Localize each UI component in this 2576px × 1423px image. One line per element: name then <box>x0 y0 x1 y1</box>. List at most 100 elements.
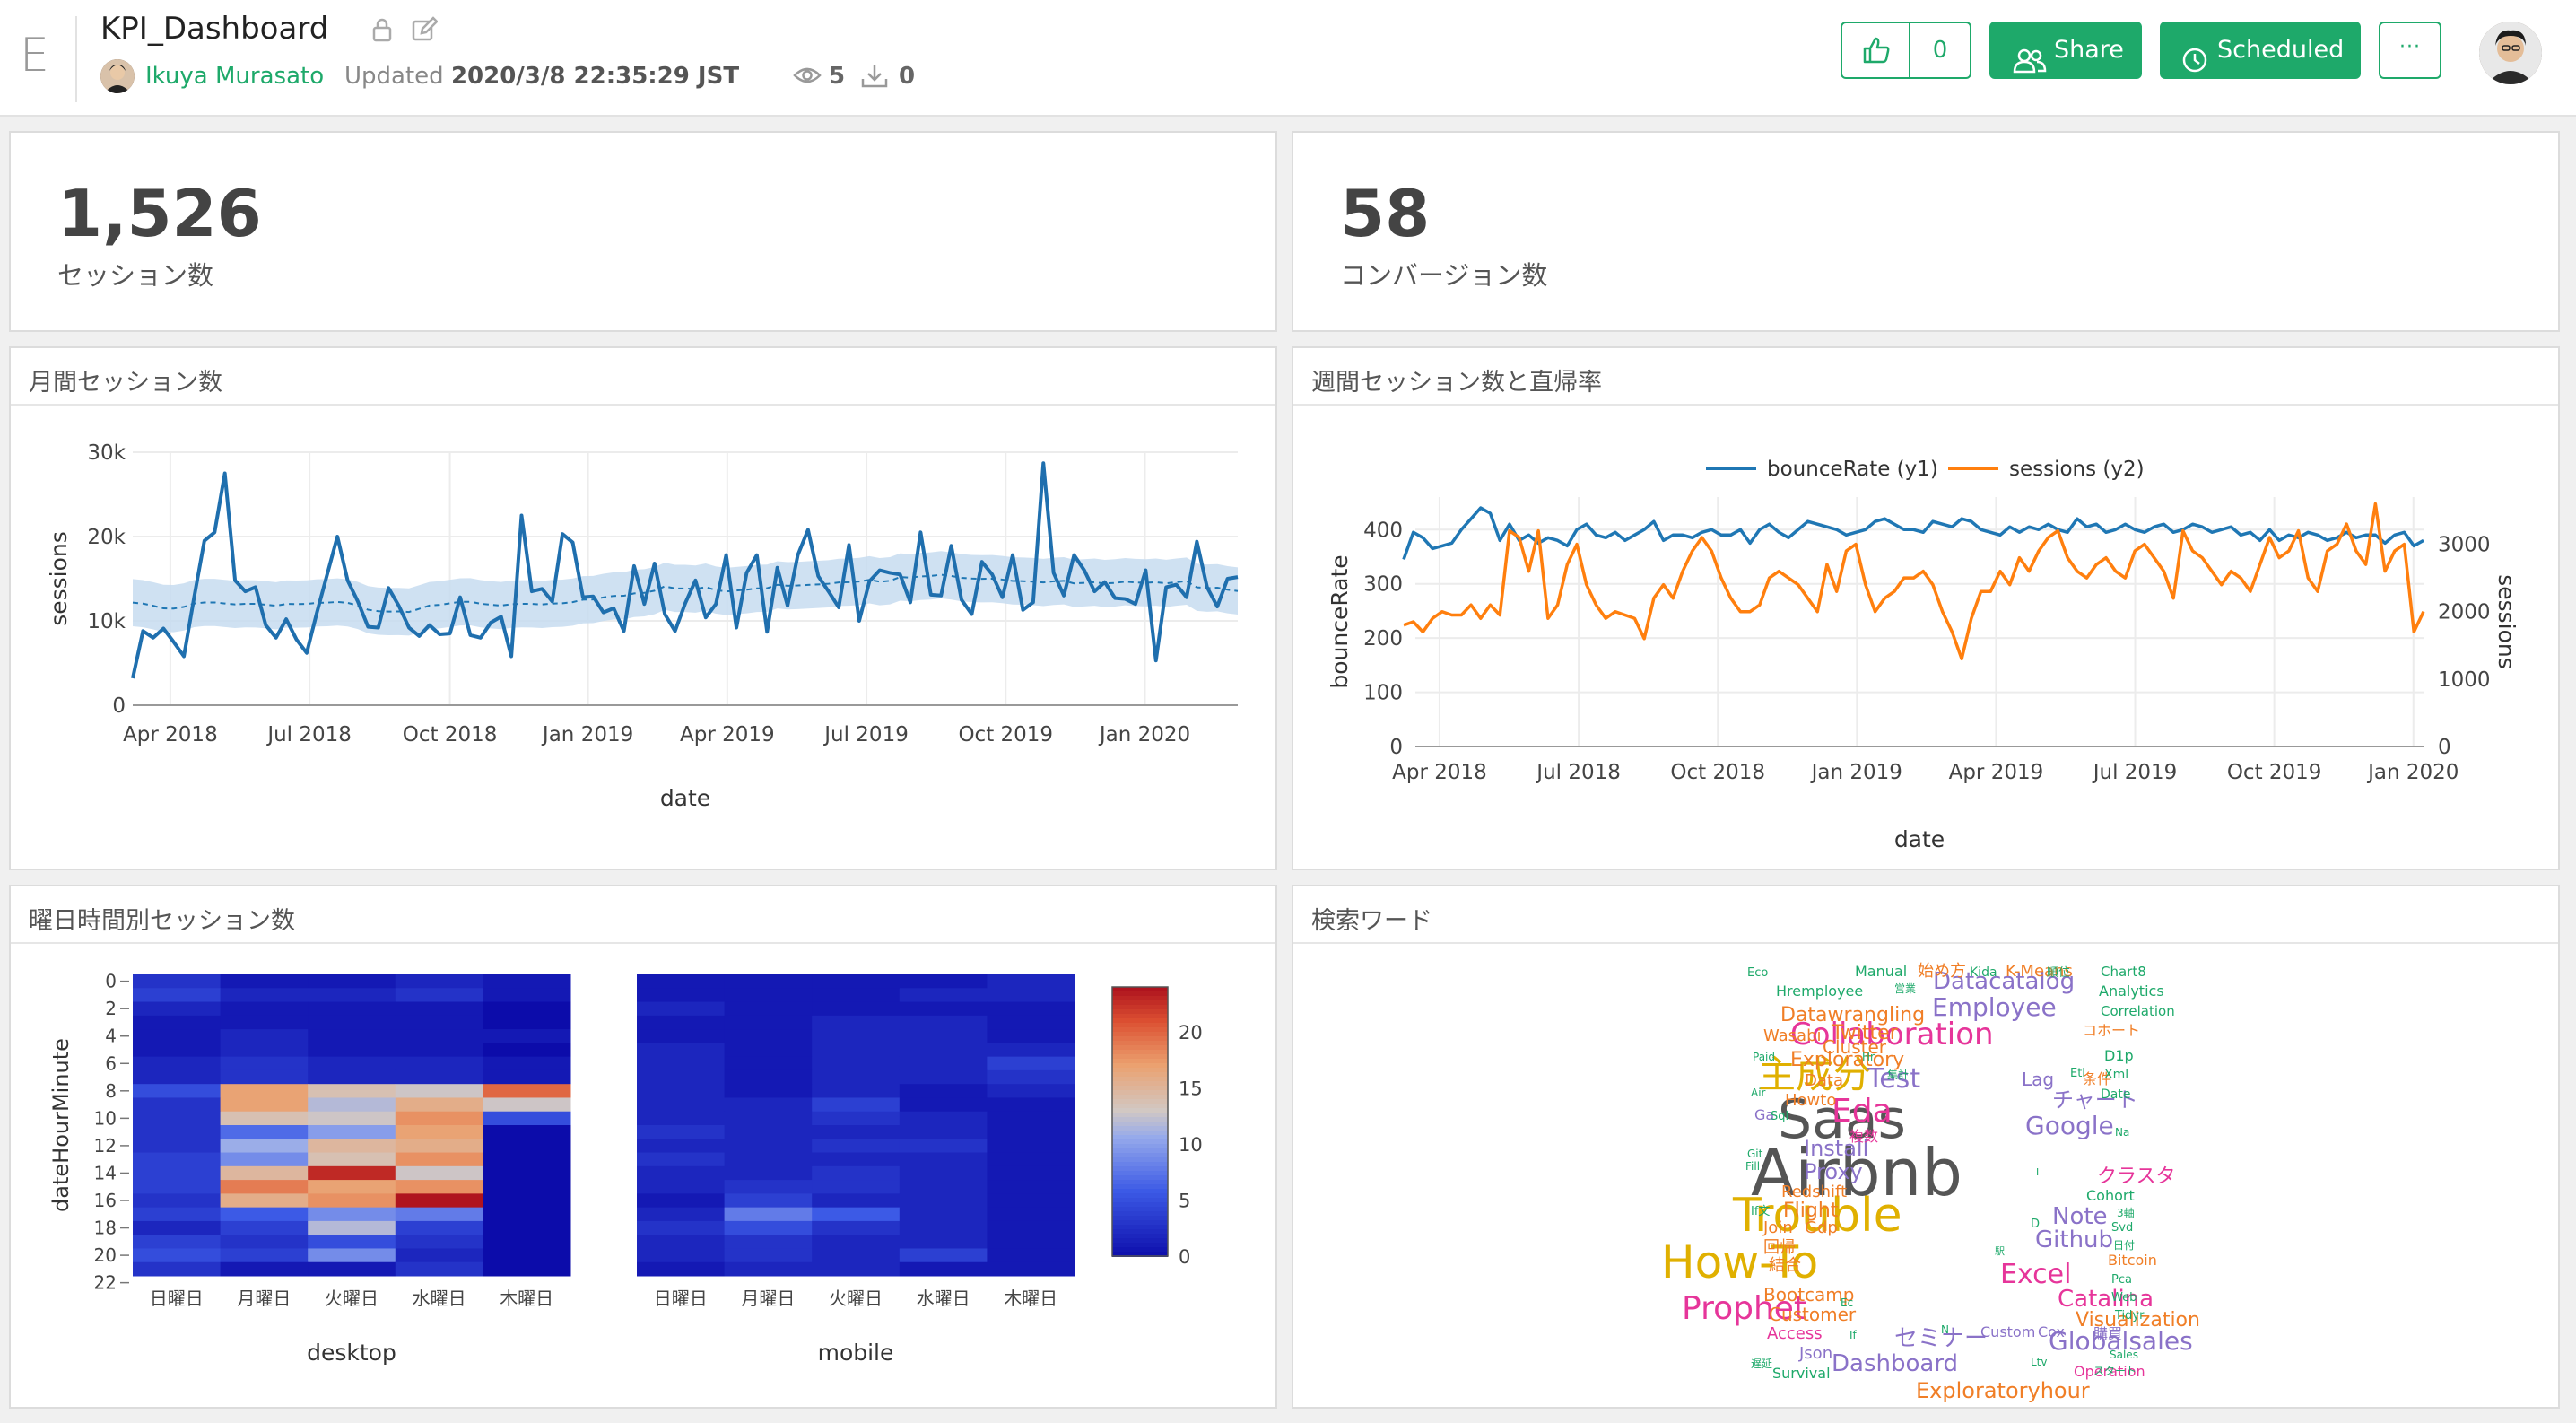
share-button[interactable]: Share <box>1989 22 2142 79</box>
scheduled-button[interactable]: Scheduled <box>2160 22 2361 79</box>
wordcloud-word: スタート <box>2093 1365 2137 1377</box>
y-tick-label: 10k <box>87 610 126 633</box>
user-avatar[interactable] <box>2479 22 2542 84</box>
y2-tick-label: 1000 <box>2438 668 2491 692</box>
colorbar-segment <box>1112 1095 1168 1100</box>
colorbar-segment <box>1112 1153 1168 1158</box>
wordcloud-word: 購買 <box>2093 1325 2122 1342</box>
heatmap-cell <box>308 1180 396 1194</box>
heatmap-cell <box>812 1220 901 1235</box>
colorbar-segment <box>1112 1166 1168 1172</box>
lock-icon[interactable] <box>370 16 395 47</box>
colorbar-segment <box>1112 1193 1168 1199</box>
colorbar-segment <box>1112 1171 1168 1176</box>
heatmap-cell <box>987 1180 1075 1194</box>
wordcloud-word: 集計 <box>1887 1068 1909 1081</box>
colorbar-segment <box>1112 1018 1168 1024</box>
colorbar-segment <box>1112 1054 1168 1060</box>
wordcloud-word: Test <box>1867 1063 1920 1095</box>
wordcloud-word: Note <box>2052 1203 2108 1230</box>
more-menu-button[interactable]: ··· <box>2379 22 2441 79</box>
heatmap-cell <box>987 1097 1075 1113</box>
weekly-dual-axis-chart[interactable]: 0 100 200 300 400 0 1000 2000 3000 Apr 2018 Jul 20… <box>1293 406 2558 869</box>
heatmap-cell <box>899 1097 988 1113</box>
weekday-hour-heatmap[interactable]: 日曜日 月曜日 火曜日 水曜日 木曜日 desktop 日曜日 月曜日 火曜日 水曜日 木曜日 mob… <box>11 944 1275 1407</box>
heatmap-cell <box>987 1069 1075 1085</box>
colorbar-segment <box>1112 1139 1168 1145</box>
wordcloud-word: Ga <box>1754 1106 1774 1123</box>
x-tick-label: 木曜日 <box>500 1288 553 1309</box>
heatmap-cell <box>637 1220 726 1235</box>
wordcloud-word: Kida <box>1970 965 1997 980</box>
y-axis-title: dateHourMinute <box>48 1038 74 1212</box>
heatmap-cell <box>812 974 901 989</box>
app-logo[interactable]: E <box>20 29 49 83</box>
heatmap-cell <box>637 1165 726 1181</box>
colorbar-segment <box>1112 1009 1168 1015</box>
heatmap-cell <box>220 1125 309 1139</box>
heatmap-cell <box>133 1084 222 1098</box>
heatmap-cell <box>220 1069 309 1085</box>
heatmap-cell <box>899 1029 988 1043</box>
wordcloud-word: Air <box>1751 1087 1766 1099</box>
wordcloud-word: Date <box>2101 1087 2130 1102</box>
heatmap-cell <box>133 1069 222 1085</box>
like-button[interactable] <box>1841 22 1910 79</box>
updated-value: 2020/3/8 22:35:29 JST <box>450 63 740 90</box>
heatmap-cell <box>308 1193 396 1209</box>
author-link[interactable]: Ikuya Murasato <box>145 63 325 90</box>
heatmap-cell <box>637 1125 726 1139</box>
heatmap-cell <box>133 1248 222 1263</box>
edit-icon[interactable] <box>411 16 439 47</box>
monthly-sessions-chart[interactable]: 0 10k 20k 30k Apr 2018 Jul 2018 Oct 2018 Jan 20… <box>11 406 1275 869</box>
wordcloud-word: Exploratory <box>1790 1049 1904 1071</box>
heatmap-cell <box>308 974 396 989</box>
heatmap-cell <box>812 1043 901 1058</box>
y-tick-label: 8 <box>105 1080 117 1102</box>
heatmap-cell <box>637 1069 726 1085</box>
heatmap-cell <box>133 1043 222 1058</box>
colorbar-segment <box>1112 1252 1168 1257</box>
heatmap-cell <box>395 1139 483 1154</box>
heatmap-cell <box>724 1097 813 1113</box>
heatmap-cell <box>133 1180 222 1194</box>
like-count[interactable]: 0 <box>1909 22 1971 79</box>
heatmap-cell <box>987 1152 1075 1167</box>
heatmap-cell <box>483 1180 571 1194</box>
heatmap-cell <box>637 988 726 1003</box>
clock-icon <box>2181 38 2208 95</box>
x-tick-label: 月曜日 <box>741 1288 795 1309</box>
y-tick-label: 4 <box>105 1026 117 1047</box>
heatmap-cell <box>987 1043 1075 1058</box>
colorbar-segment <box>1112 1126 1168 1131</box>
panel-divider <box>11 942 1275 944</box>
colorbar-tick-label: 0 <box>1179 1246 1190 1268</box>
colorbar-segment <box>1112 1023 1168 1028</box>
y-tick-label: 100 <box>1363 682 1403 705</box>
wordcloud-word: Sales <box>2110 1349 2138 1361</box>
heatmap-cell <box>483 1069 571 1085</box>
heatmap-cell <box>987 1139 1075 1154</box>
heatmap-cell <box>637 1029 726 1043</box>
colorbar-segment <box>1112 1032 1168 1037</box>
heatmap-cell <box>724 1111 813 1126</box>
colorbar-segment <box>1112 1144 1168 1149</box>
facet-label: mobile <box>818 1340 894 1366</box>
heatmap-cell <box>724 1261 813 1277</box>
heatmap-cell <box>220 1193 309 1209</box>
heatmap-cell <box>395 1193 483 1209</box>
y-tick-label: 0 <box>112 694 126 718</box>
heatmap-cell <box>987 1261 1075 1277</box>
colorbar-segment <box>1112 991 1168 997</box>
kpi-card-conversions: 58 コンバージョン数 <box>1292 131 2560 332</box>
colorbar-segment <box>1112 1090 1168 1096</box>
heatmap-cell <box>637 1043 726 1058</box>
heatmap-cell <box>483 1111 571 1126</box>
heatmap-cell <box>812 1193 901 1209</box>
author-avatar[interactable] <box>100 59 135 93</box>
heatmap-cell <box>899 1056 988 1071</box>
header-bar: E KPI_Dashboard Ikuya Murasato Updated 2… <box>0 0 2576 117</box>
thumbs-up-icon <box>1862 36 1891 68</box>
colorbar-segment <box>1112 1068 1168 1073</box>
